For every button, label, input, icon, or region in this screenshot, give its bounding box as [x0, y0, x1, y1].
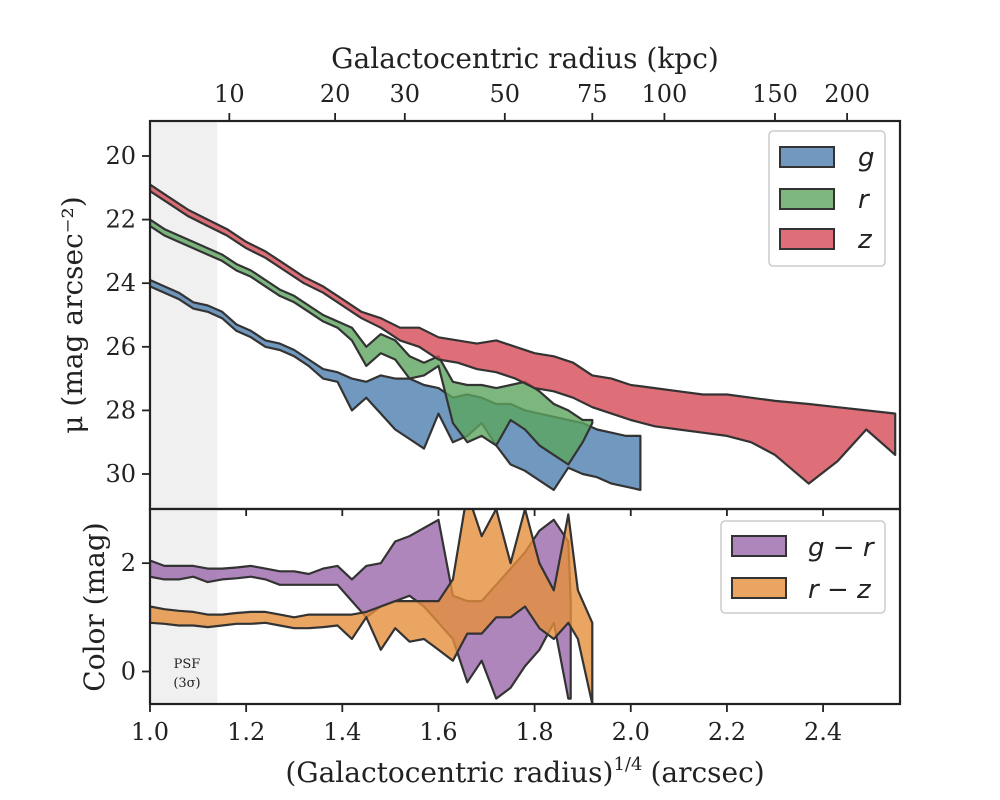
y-tick-label: 30 — [105, 460, 136, 488]
bottom-series-group — [150, 509, 594, 704]
bottom-legend: g − r r − z — [720, 520, 886, 614]
legend-label-r: r — [858, 185, 871, 215]
legend-swatch-r-z — [731, 577, 787, 599]
top-axis-tick-label: 150 — [752, 80, 798, 108]
series-band-z — [150, 183, 897, 485]
y-tick-label: 0 — [121, 658, 136, 686]
top-y-ticks: 20 22 24 26 28 30 — [105, 142, 150, 488]
top-axis-tick-label: 50 — [490, 80, 521, 108]
x-tick-label: 2.2 — [708, 718, 746, 746]
series-band-r — [150, 218, 594, 466]
y-tick-label: 2 — [121, 549, 136, 577]
x-tick-label: 1.6 — [419, 718, 457, 746]
bottom-panel: 02 1.0 1.2 1.4 1.6 1.8 2.0 2.2 2.4 PSF (3σ) Col… — [78, 507, 902, 789]
legend-label-z: z — [857, 225, 873, 255]
y-tick-label: 24 — [105, 269, 136, 297]
legend-label-r-z: r − z — [808, 575, 872, 605]
x-axis-label-unit: (arcsec) — [650, 756, 764, 789]
top-panel: 20 22 24 26 28 30 10 20 30 50 75 100 150 200 Galacto… — [56, 42, 902, 516]
bottom-panel-frame — [148, 507, 902, 706]
bottom-y-ticks: 02 — [121, 549, 150, 686]
x-tick-label: 1.0 — [131, 718, 169, 746]
x-axis-label-superscript: 1/4 — [613, 754, 642, 775]
y-tick-label: 22 — [105, 206, 136, 234]
bottom-x-ticks: 1.0 1.2 1.4 1.6 1.8 2.0 2.2 2.4 — [131, 704, 842, 746]
x-tick-label: 2.0 — [612, 718, 650, 746]
top-axis-tick-label: 100 — [642, 80, 688, 108]
series-band-g-r — [150, 518, 572, 700]
y-tick-label: 20 — [105, 142, 136, 170]
x-axis-label-main: (Galactocentric radius) — [285, 756, 613, 789]
top-axis-tick-label: 20 — [320, 80, 351, 108]
y-tick-label: 28 — [105, 396, 136, 424]
top-axis-tick-label: 10 — [214, 80, 245, 108]
top-axis-label: Galactocentric radius (kpc) — [331, 42, 719, 75]
legend-label-g: g — [858, 143, 875, 173]
bottom-y-axis-label: Color (mag) — [78, 522, 111, 691]
psf-label: PSF — [174, 657, 201, 672]
legend-swatch-g-r — [731, 535, 787, 557]
top-axis-tick-label: 30 — [390, 80, 421, 108]
top-y-axis-label: μ (mag arcsec⁻²) — [56, 196, 89, 433]
x-tick-label: 2.4 — [804, 718, 842, 746]
psf-sublabel: (3σ) — [173, 676, 200, 691]
top-axis-tick-label: 75 — [577, 80, 608, 108]
x-tick-label: 1.2 — [227, 718, 265, 746]
top-secondary-axis-ticks: 10 20 30 50 75 100 150 200 — [214, 80, 870, 121]
legend-swatch-r — [779, 188, 835, 210]
series-band-r-z — [150, 509, 594, 704]
psf-shaded-region-top — [150, 121, 218, 509]
legend-swatch-z — [779, 228, 835, 250]
legend-swatch-g — [779, 146, 835, 168]
y-tick-label: 26 — [105, 333, 136, 361]
x-tick-label: 1.4 — [323, 718, 361, 746]
x-axis-label: (Galactocentric radius)1/4 (arcsec) — [285, 754, 764, 789]
top-axis-tick-label: 200 — [824, 80, 870, 108]
psf-shaded-region-bottom — [150, 509, 218, 704]
series-band-g — [150, 278, 642, 491]
legend-label-g-r: g − r — [808, 533, 876, 563]
x-tick-label: 1.8 — [516, 718, 554, 746]
top-series-group — [150, 183, 897, 491]
top-legend: g r z — [768, 130, 886, 267]
